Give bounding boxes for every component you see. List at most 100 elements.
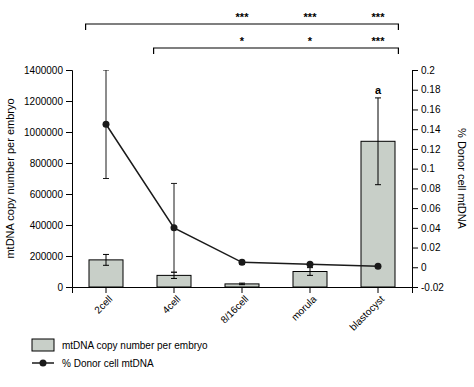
tick: 800000	[30, 158, 72, 169]
legend-item: % Donor cell mtDNA	[32, 358, 154, 369]
legend-label: mtDNA copy number per embryo	[62, 340, 208, 351]
tick-label: blastocyst	[347, 293, 386, 332]
tick: 1000000	[24, 127, 72, 138]
tick: 1200000	[24, 96, 72, 107]
error-bar	[239, 283, 245, 285]
tick-mark	[66, 132, 72, 133]
tick-mark	[66, 163, 72, 164]
tick-mark	[66, 101, 72, 102]
tick: 2cell	[92, 287, 114, 316]
tick-mark	[66, 225, 72, 226]
tick-mark	[412, 248, 418, 249]
tick-mark	[412, 287, 418, 288]
chart: 2cell 4cell 8/16cell morula blastocyst 0 20000…	[0, 0, 474, 387]
tick-mark	[174, 287, 175, 293]
tick: 0.2	[412, 65, 435, 76]
tick-label: 0.02	[421, 242, 441, 253]
tick-mark	[412, 169, 418, 170]
tick: 0.06	[412, 203, 441, 214]
tick: blastocyst	[347, 287, 386, 333]
axis-line	[413, 71, 419, 288]
error-bar	[307, 268, 313, 276]
significance-label: *	[240, 35, 245, 47]
tick: 400000	[30, 220, 72, 231]
tick-mark	[378, 287, 379, 293]
tick-mark	[242, 287, 243, 293]
tick: 0.12	[412, 144, 441, 155]
significance-label: *	[308, 35, 313, 47]
legend: mtDNA copy number per embryo % Donor cell…	[32, 339, 208, 369]
marker	[375, 263, 382, 270]
tick-label: 0	[421, 262, 427, 273]
series-line	[103, 70, 382, 272]
tick-label: morula	[289, 293, 319, 323]
tick: 0	[412, 262, 427, 273]
tick-mark	[66, 194, 72, 195]
tick-label: 0.2	[421, 65, 435, 76]
tick: -0.02	[412, 282, 444, 293]
legend-item: mtDNA copy number per embryo	[32, 339, 208, 351]
error-bar	[103, 70, 109, 179]
tick-label: 2cell	[92, 293, 114, 315]
tick-mark	[412, 90, 418, 91]
tick: 4cell	[160, 287, 182, 316]
tick: 0.02	[412, 242, 441, 253]
tick: 200000	[30, 251, 72, 262]
significance-label: ***	[372, 11, 386, 23]
tick-mark	[412, 228, 418, 229]
significance-label: ***	[236, 11, 250, 23]
tick-label: 1400000	[24, 65, 63, 76]
tick-label: 0.08	[421, 183, 441, 194]
x-axis: 2cell 4cell 8/16cell morula blastocyst	[73, 287, 413, 333]
tick-label: 800000	[30, 158, 64, 169]
tick: 0.1	[412, 163, 435, 174]
tick-label: -0.02	[421, 282, 444, 293]
legend-swatch	[32, 339, 54, 351]
tick-label: 0	[57, 282, 63, 293]
tick-mark	[412, 149, 418, 150]
tick-mark	[412, 208, 418, 209]
error-bar	[171, 183, 177, 272]
error-bar	[103, 254, 109, 265]
y2-axis: -0.0200.020.040.060.080.10.120.140.160.1…	[412, 65, 444, 293]
tick-label: 4cell	[160, 293, 182, 315]
tick: morula	[289, 287, 319, 323]
tick-label: 0.18	[421, 84, 441, 95]
error-bar	[239, 260, 245, 264]
axis-line	[73, 288, 413, 294]
tick-mark	[412, 109, 418, 110]
tick: 0	[57, 282, 72, 293]
tick-label: 1200000	[24, 96, 63, 107]
tick: 0.04	[412, 223, 441, 234]
bracket	[154, 48, 399, 54]
tick-label: 200000	[30, 251, 64, 262]
tick-mark	[412, 267, 418, 268]
tick: 0.14	[412, 124, 441, 135]
error-bar	[375, 265, 381, 267]
tick-label: 400000	[30, 220, 64, 231]
axis-line	[66, 71, 73, 288]
tick-label: 0.06	[421, 203, 441, 214]
tick-label: 0.12	[421, 144, 441, 155]
series-bar	[89, 98, 395, 287]
error-bar	[307, 263, 313, 265]
tick-mark	[412, 129, 418, 130]
tick-label: 0.04	[421, 223, 441, 234]
y2-axis-title: % Donor cell mtDNA	[456, 128, 468, 230]
tick-mark	[66, 70, 72, 71]
annotation: a	[375, 84, 382, 96]
tick-mark	[66, 287, 72, 288]
legend-marker	[40, 360, 47, 367]
bar	[225, 284, 259, 287]
tick-label: 0.1	[421, 163, 435, 174]
tick: 8/16cell	[218, 287, 250, 326]
marker	[307, 261, 314, 268]
error-bar	[375, 98, 381, 185]
marker	[239, 259, 246, 266]
significance-label: ***	[304, 11, 318, 23]
tick-label: 1000000	[24, 127, 63, 138]
tick-mark	[106, 287, 107, 293]
tick: 600000	[30, 189, 72, 200]
tick: 0.08	[412, 183, 441, 194]
bracket	[86, 24, 399, 30]
